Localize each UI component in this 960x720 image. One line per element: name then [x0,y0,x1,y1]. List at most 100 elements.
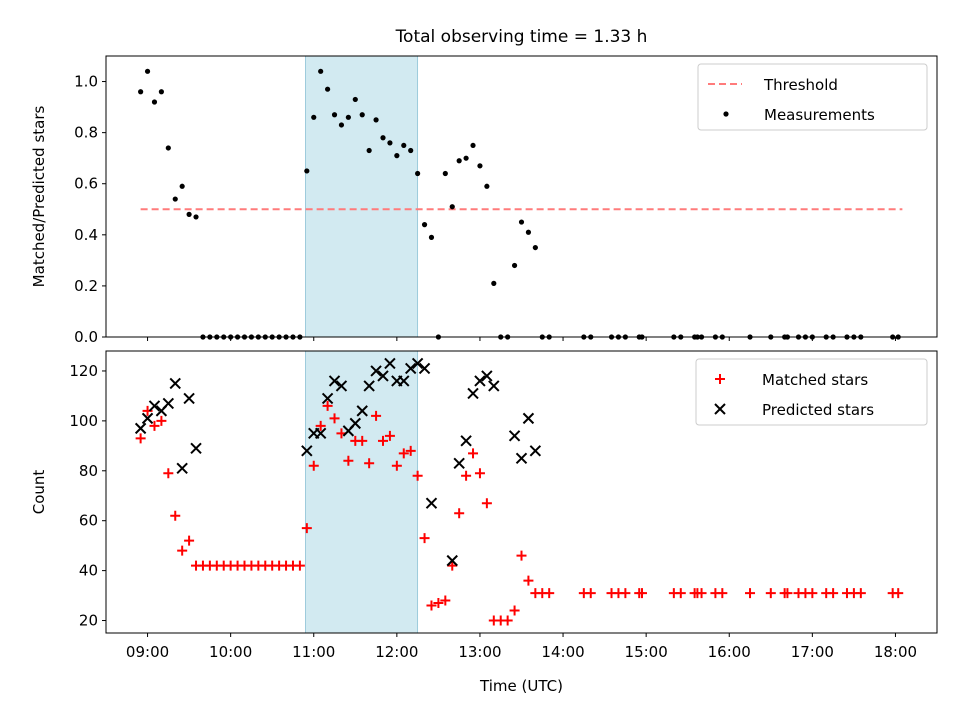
bottom-panel: 20 40 60 80 100 120 09:00 10:00 11:00 12:00 13:00 1… [30,350,938,695]
point-measurements [311,114,317,120]
point-predicted-stars [335,380,348,392]
point-matched-stars [620,588,631,599]
point-matched-stars [405,445,416,456]
point-measurements [352,96,358,103]
y-tick-label: 0.2 [74,277,98,295]
axes-frame [105,55,938,338]
point-predicted-stars [321,392,334,405]
point-matched-stars [828,588,839,599]
point-matched-stars [177,545,188,556]
y-tick-label: 60 [79,512,98,530]
top-panel: 0.0 0.2 0.4 0.6 0.8 1.0 Matched/Predicted star… [30,55,938,346]
point-predicted-stars [176,462,188,474]
point-predicted-stars [141,412,154,425]
point-matched-stars [412,470,423,481]
point-measurements [463,155,469,161]
x-tick-label: 15:00 [625,643,668,661]
point-predicted-stars [328,375,341,387]
point-measurements [421,222,428,228]
point-measurements [449,204,455,210]
point-measurements [470,142,476,149]
point-matched-stars [745,588,756,599]
point-measurements [484,183,490,189]
x-tick-label: 10:00 [209,643,252,661]
legend-predicted-swatch [714,403,726,415]
point-predicted-stars [162,397,175,410]
point-predicted-stars [384,357,396,370]
point-measurements [525,229,532,235]
point-measurements [144,68,151,74]
point-predicted-stars [148,400,161,412]
y-tick-label: 0.8 [74,124,98,142]
point-matched-stars [343,455,354,466]
point-matched-stars [149,420,160,431]
y-tick-label: 0.4 [74,226,98,244]
x-tick-label: 17:00 [791,643,834,661]
x-tick-label: 11:00 [292,643,335,661]
point-matched-stars [523,575,534,586]
point-matched-stars [322,400,333,411]
point-matched-stars [585,588,596,599]
chart-title: Total observing time = 1.33 h [395,27,648,47]
point-matched-stars [765,588,776,599]
point-matched-stars [481,498,492,509]
point-measurements [477,163,483,169]
point-predicted-stars [363,380,375,392]
y-axis-label: Matched/Predicted stars [30,106,48,288]
point-matched-stars [468,448,479,459]
legend-label: Matched stars [762,371,868,389]
point-measurements [338,122,345,128]
y-tick-label: 1.0 [74,73,98,91]
axes-frame [105,350,938,634]
x-tick-label: 12:00 [375,643,418,661]
point-matched-stars [419,533,430,544]
point-measurements [325,86,331,92]
point-predicted-stars [411,357,424,370]
point-measurements [359,112,365,118]
point-predicted-stars [418,362,431,375]
point-matched-stars [426,600,437,611]
legend-measurements-swatch [723,111,729,117]
point-predicted-stars [169,377,181,390]
point-matched-stars [398,448,409,459]
point-predicted-stars [349,417,362,430]
point-predicted-stars [467,387,479,400]
x-axis-label: Time (UTC) [479,677,563,695]
point-matched-stars [502,615,513,626]
point-predicted-stars [183,392,195,405]
x-tick-label: 09:00 [126,643,169,661]
point-measurements [304,168,310,174]
point-matched-stars [440,595,451,606]
point-predicted-stars [134,422,147,435]
point-predicted-stars [522,412,535,425]
point-matched-stars [378,435,388,446]
point-predicted-stars [508,430,521,442]
point-matched-stars [364,458,375,469]
point-matched-stars [384,430,395,441]
point-measurements [511,262,518,269]
point-predicted-stars [488,380,500,392]
y-tick-label: 80 [79,462,98,480]
point-predicted-stars [453,457,465,470]
shaded-span [305,55,419,338]
legend-matched-swatch [715,374,725,384]
point-matched-stars [855,588,866,599]
legend-label: Predicted stars [762,401,874,419]
point-matched-stars [357,435,368,446]
point-matched-stars [170,510,181,521]
point-measurements [172,196,178,202]
point-matched-stars [433,598,444,609]
point-predicted-stars [301,445,313,457]
point-predicted-stars [377,370,389,382]
point-measurements [179,183,185,189]
y-tick-label: 100 [69,412,98,430]
point-measurements [373,117,379,123]
legend-box [697,63,928,131]
point-measurements [394,153,400,159]
point-matched-stars [696,588,707,599]
y-tick-label: 0.0 [74,328,98,346]
point-measurements [491,280,497,286]
point-matched-stars [447,560,458,571]
point-matched-stars [163,468,174,479]
point-measurements [387,140,393,146]
